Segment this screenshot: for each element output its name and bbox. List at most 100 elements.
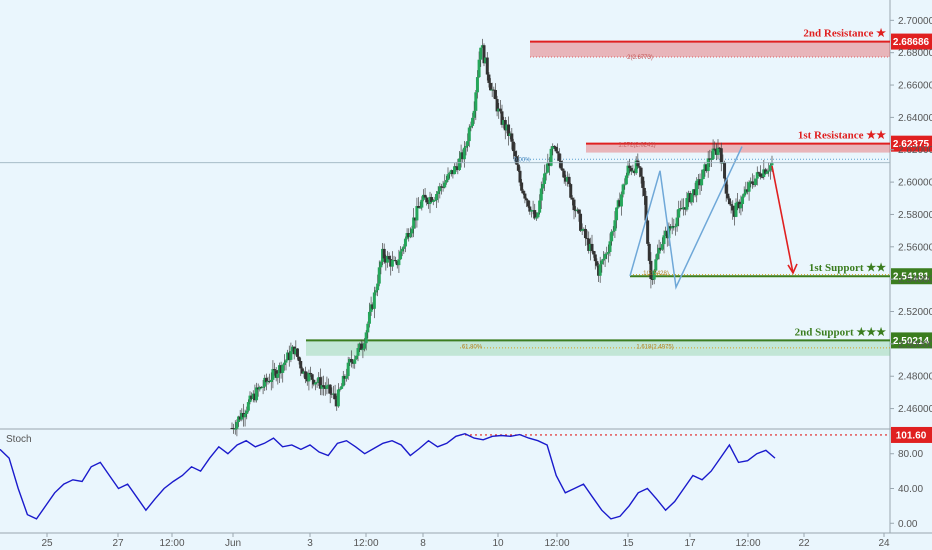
candle-body — [637, 166, 641, 168]
candle-body — [320, 385, 324, 389]
candle-body — [672, 226, 676, 228]
candle-body — [461, 152, 465, 160]
time-tick-label: 12:00 — [159, 538, 184, 549]
stoch-indicator: 80.00 40.00 0.00 101.60 — [0, 426, 932, 530]
price-tag-box — [891, 33, 932, 50]
time-axis[interactable]: 25 27 12:00 Jun 3 12:00 8 10 12:00 15 17 12:00 22 24 — [41, 533, 890, 549]
candle-body — [230, 428, 234, 429]
candle-body — [623, 184, 627, 186]
candle-body — [669, 226, 673, 229]
time-tick-label: Jun — [225, 538, 241, 549]
candle-body — [685, 198, 689, 210]
candle-body — [567, 176, 571, 185]
candle-body — [338, 388, 342, 390]
price-axis[interactable]: 2.70000 2.68000 2.66000 2.64000 2.62000 2.600… — [890, 16, 932, 415]
candle-body — [590, 243, 594, 251]
price-tick-label: 2.58000 — [898, 210, 932, 221]
candle-body — [492, 89, 496, 91]
candle-body — [456, 166, 460, 171]
candle-body — [523, 193, 527, 199]
candle-body — [582, 228, 586, 230]
candle-body — [538, 200, 542, 213]
candle-body — [687, 193, 691, 199]
candle-body — [312, 379, 316, 385]
candle-body — [395, 261, 399, 266]
price-tag-label: 2.54181 — [893, 272, 930, 283]
candle-body — [603, 254, 607, 259]
price-pane[interactable] — [0, 0, 890, 428]
candle-body — [498, 108, 502, 112]
candle-body — [626, 165, 630, 176]
candle-body — [405, 232, 409, 239]
candle-body — [310, 374, 314, 380]
candle-body — [670, 226, 674, 229]
candle-body — [634, 160, 638, 174]
stoch-label: Stoch — [6, 434, 32, 445]
candle-body — [543, 173, 547, 184]
candle-body — [673, 226, 677, 228]
candle-body — [376, 283, 380, 291]
candle-body — [719, 148, 723, 164]
candle-body — [770, 163, 774, 166]
zones — [306, 40, 890, 356]
stoch-pane[interactable] — [0, 430, 890, 533]
price-tag-label: 2.68686 — [893, 37, 930, 48]
candle-body — [489, 82, 493, 91]
candle-body — [564, 177, 568, 182]
candle-body — [495, 99, 499, 112]
candle-body — [708, 158, 712, 160]
level-name-label: 2nd Support ★★★ — [795, 326, 886, 338]
candle-body — [633, 170, 637, 174]
candle-body — [520, 182, 524, 191]
candle-body — [351, 361, 355, 364]
candle-body — [616, 200, 620, 208]
candle-body — [345, 376, 349, 379]
candle-body — [742, 193, 746, 197]
candle-body — [572, 199, 576, 211]
candle-body — [655, 253, 659, 260]
candle-body — [394, 260, 398, 262]
candle-body — [579, 213, 583, 231]
price-tag-box — [891, 135, 932, 152]
candle-body — [711, 148, 715, 160]
candle-body — [475, 77, 479, 93]
candle-body — [755, 172, 759, 179]
candle-body — [736, 201, 740, 203]
candle-body — [619, 194, 623, 207]
candle-body — [562, 170, 566, 178]
candle-body — [233, 428, 237, 430]
candle-body — [597, 265, 601, 276]
candle-body — [585, 238, 589, 240]
candle-body — [251, 393, 255, 399]
candle-body — [541, 183, 545, 189]
candle-body — [307, 372, 311, 382]
candle-body — [313, 382, 317, 385]
candle-body — [760, 176, 764, 178]
candle-body — [639, 167, 643, 177]
candle-body — [292, 346, 296, 355]
candle-body — [507, 124, 511, 136]
candle-body — [525, 198, 529, 201]
candle-body — [747, 182, 751, 192]
candle-body — [690, 194, 694, 203]
level-name-label: 1st Support ★★ — [809, 262, 886, 274]
candle-body — [636, 160, 640, 167]
candle-body — [665, 230, 669, 239]
fib-level-label: 1.618(2.4975) — [636, 344, 673, 350]
candle-body — [384, 258, 388, 263]
candle-body — [446, 174, 450, 180]
time-tick-label: 17 — [684, 538, 696, 549]
candle-body — [574, 210, 578, 212]
candle-body — [408, 233, 412, 238]
candle-body — [328, 384, 332, 394]
candle-body — [423, 194, 427, 198]
candle-body — [559, 160, 563, 169]
candle-body — [397, 259, 401, 266]
candle-body — [651, 278, 655, 280]
candle-body — [343, 375, 347, 379]
candle-body — [402, 246, 406, 249]
candle-body — [331, 393, 335, 395]
candle-body — [264, 377, 268, 383]
stoch-tick-label: 80.00 — [898, 449, 923, 460]
